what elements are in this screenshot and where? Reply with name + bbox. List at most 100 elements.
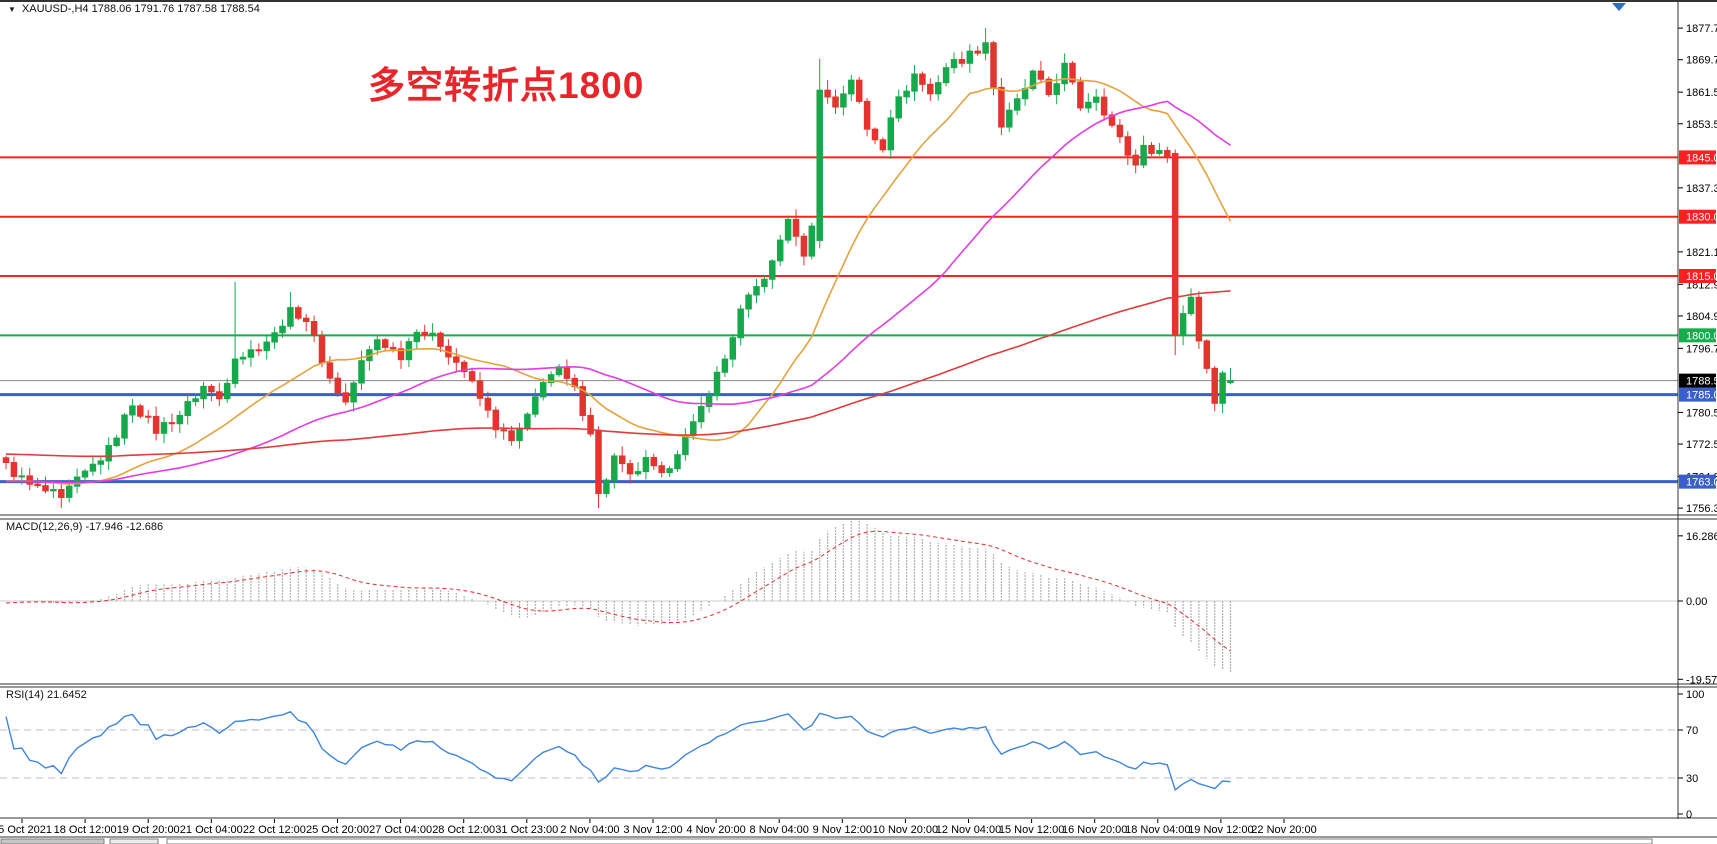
candle [690,421,697,437]
candle [113,437,120,447]
candle [721,358,729,373]
price-level-badge-label: 1785.00 [1686,390,1717,402]
candle [129,405,136,416]
candle [524,413,531,429]
candle [848,79,855,95]
candle [784,218,792,241]
candle [121,414,128,439]
candle [318,334,326,364]
candle [10,462,18,477]
candle [18,475,26,478]
candle [1132,154,1139,166]
candle [927,83,934,95]
price-tick-label: 1837.30 [1686,183,1717,195]
time-axis-label: 18 Oct 12:00 [54,824,117,836]
candle [34,483,41,487]
candle [42,485,49,492]
candle [1037,70,1045,80]
chevron-down-icon[interactable]: ▼ [8,5,16,14]
candle [58,489,65,498]
candle [1061,62,1068,85]
candle [1006,109,1013,128]
candle [800,235,808,257]
time-axis-label: 3 Nov 12:00 [623,824,682,836]
price-level-badge-label: 1763.00 [1686,477,1717,489]
candle [89,463,97,472]
candle [97,460,105,465]
candle [1053,83,1060,95]
macd-axis-label: 16.286 [1686,531,1717,543]
price-tick-label: 1796.70 [1686,343,1717,355]
chart-tab[interactable] [166,838,1653,844]
candle [737,308,744,339]
rsi-line [5,710,1231,791]
candle [374,339,381,351]
candle [911,73,918,92]
candle [871,128,879,141]
moving-averages-layer [5,77,1232,485]
candle [200,385,207,400]
candle [942,67,950,84]
candle [1171,152,1179,336]
candle [223,382,231,400]
candle [1148,144,1155,154]
candle [729,337,737,360]
current-price-badge-label: 1788.54 [1686,376,1717,388]
candle [1219,372,1226,404]
candle [2,457,10,464]
time-axis-label: 15 Nov 12:00 [999,824,1064,836]
chart-tab[interactable] [109,838,159,844]
chart-annotation[interactable]: 多空转折点1800 [368,65,645,106]
candle [792,218,800,237]
candle [1124,136,1132,156]
macd-panel[interactable] [0,519,1678,673]
rsi-axis-label: 0 [1686,809,1692,821]
price-level-badge-label: 1845.00 [1686,152,1717,164]
price-level-badge [1679,269,1716,284]
candle [958,59,966,64]
time-axis-label: 22 Oct 12:00 [243,824,306,836]
candle [705,395,713,408]
candle [1085,101,1092,109]
candles-layer[interactable] [2,28,1234,509]
candle [287,307,294,327]
candle [1195,296,1203,342]
current-price-badge [1679,373,1716,388]
candle [816,89,823,241]
rsi-axis-label: 70 [1686,725,1698,737]
candle [389,346,397,350]
candle [81,470,89,478]
rsi-indicator-label: RSI(14) 21.6452 [6,689,87,701]
time-axis-label: 19 Nov 12:00 [1188,824,1253,836]
candle [50,489,57,492]
candle [168,422,176,425]
price-scale[interactable]: 1877.70 1869.70 1861.50 1853.50 1837.30 1821.… [1678,23,1717,821]
macd-indicator-label: MACD(12,26,9) -17.946 -12.686 [6,521,164,533]
candle [216,391,223,400]
chart-tab[interactable] [0,838,105,844]
price-level-lines [0,156,1678,484]
autoscroll-marker-icon[interactable] [1612,3,1626,11]
candle [152,415,160,434]
candle [350,382,357,403]
price-tick-label: 1877.70 [1686,23,1717,35]
price-tick-label: 1853.50 [1686,119,1717,131]
candle [468,371,476,382]
time-axis-label: 27 Oct 04:00 [369,824,432,836]
rsi-panel[interactable] [0,710,1678,791]
price-tick-label: 1821.10 [1686,247,1717,259]
candle [982,42,989,54]
price-tick-label: 1772.50 [1686,439,1717,451]
candle [137,405,144,417]
candle [1077,81,1084,109]
candle [302,317,310,322]
candle [1140,144,1147,166]
candle [650,457,658,467]
price-tick-label: 1804.90 [1686,311,1717,323]
time-axis-label: 2 Nov 04:00 [560,824,619,836]
candle [247,349,255,358]
candle [279,325,286,334]
